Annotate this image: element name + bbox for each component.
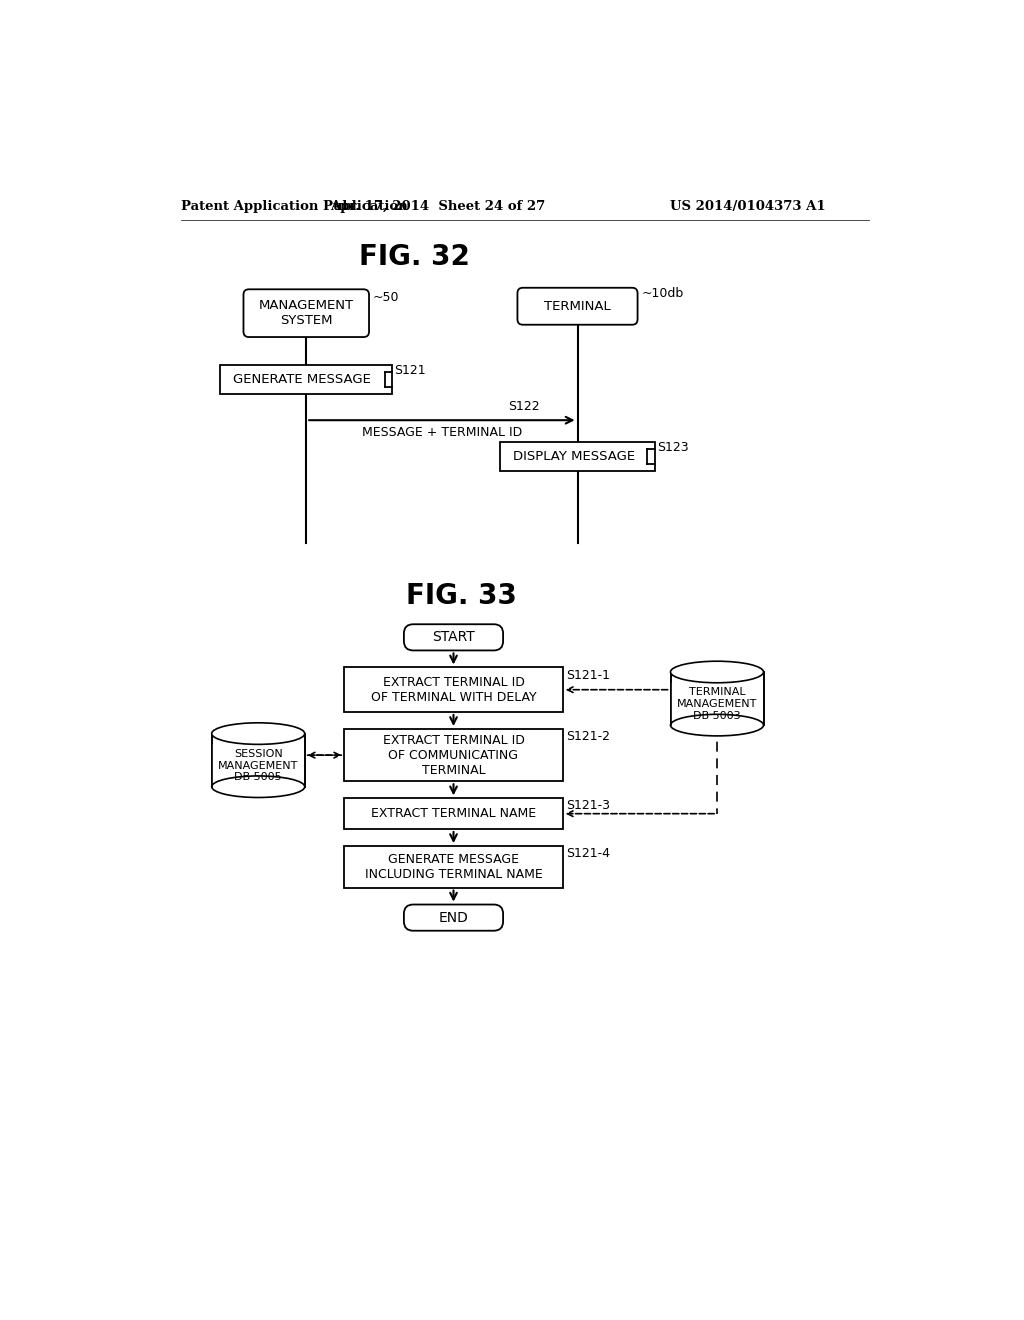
Text: S123: S123 — [657, 441, 689, 454]
Text: FIG. 32: FIG. 32 — [359, 243, 470, 271]
Text: S121-1: S121-1 — [566, 668, 610, 681]
Text: Apr. 17, 2014  Sheet 24 of 27: Apr. 17, 2014 Sheet 24 of 27 — [331, 199, 546, 213]
Bar — [672, 682, 763, 725]
Text: GENERATE MESSAGE: GENERATE MESSAGE — [233, 372, 372, 385]
Ellipse shape — [671, 714, 764, 737]
Text: ~50: ~50 — [373, 290, 399, 304]
Text: EXTRACT TERMINAL ID
OF COMMUNICATING
TERMINAL: EXTRACT TERMINAL ID OF COMMUNICATING TER… — [383, 734, 524, 776]
Text: S121-3: S121-3 — [566, 800, 610, 813]
Text: SESSION
MANAGEMENT
DB 5005: SESSION MANAGEMENT DB 5005 — [218, 748, 298, 783]
Text: S122: S122 — [508, 400, 540, 413]
FancyBboxPatch shape — [403, 624, 503, 651]
Ellipse shape — [671, 661, 764, 682]
Text: EXTRACT TERMINAL ID
OF TERMINAL WITH DELAY: EXTRACT TERMINAL ID OF TERMINAL WITH DEL… — [371, 676, 537, 704]
Text: DISPLAY MESSAGE: DISPLAY MESSAGE — [513, 450, 635, 463]
Text: START: START — [432, 631, 475, 644]
Text: MESSAGE + TERMINAL ID: MESSAGE + TERMINAL ID — [361, 426, 522, 440]
Text: MANAGEMENT
SYSTEM: MANAGEMENT SYSTEM — [259, 300, 354, 327]
Bar — [212, 744, 304, 787]
Text: Patent Application Publication: Patent Application Publication — [180, 199, 408, 213]
Text: ~10db: ~10db — [641, 288, 684, 301]
Text: S121: S121 — [394, 364, 426, 378]
Text: END: END — [438, 911, 468, 924]
Text: US 2014/0104373 A1: US 2014/0104373 A1 — [671, 199, 826, 213]
Ellipse shape — [212, 776, 305, 797]
Text: TERMINAL
MANAGEMENT
DB 5003: TERMINAL MANAGEMENT DB 5003 — [677, 688, 757, 721]
Text: TERMINAL: TERMINAL — [544, 300, 611, 313]
Bar — [220, 364, 392, 395]
Text: FIG. 33: FIG. 33 — [406, 582, 517, 610]
Bar — [212, 734, 305, 787]
Bar — [344, 799, 563, 829]
Text: EXTRACT TERMINAL NAME: EXTRACT TERMINAL NAME — [371, 807, 536, 820]
Bar — [344, 846, 563, 887]
Text: S121-4: S121-4 — [566, 847, 610, 861]
Bar — [500, 442, 655, 471]
Bar — [344, 729, 563, 781]
FancyBboxPatch shape — [403, 904, 503, 931]
FancyBboxPatch shape — [517, 288, 638, 325]
Bar — [344, 668, 563, 711]
FancyBboxPatch shape — [244, 289, 369, 337]
Text: S121-2: S121-2 — [566, 730, 610, 743]
Bar — [671, 672, 764, 725]
Text: GENERATE MESSAGE
INCLUDING TERMINAL NAME: GENERATE MESSAGE INCLUDING TERMINAL NAME — [365, 853, 543, 880]
Ellipse shape — [212, 723, 305, 744]
